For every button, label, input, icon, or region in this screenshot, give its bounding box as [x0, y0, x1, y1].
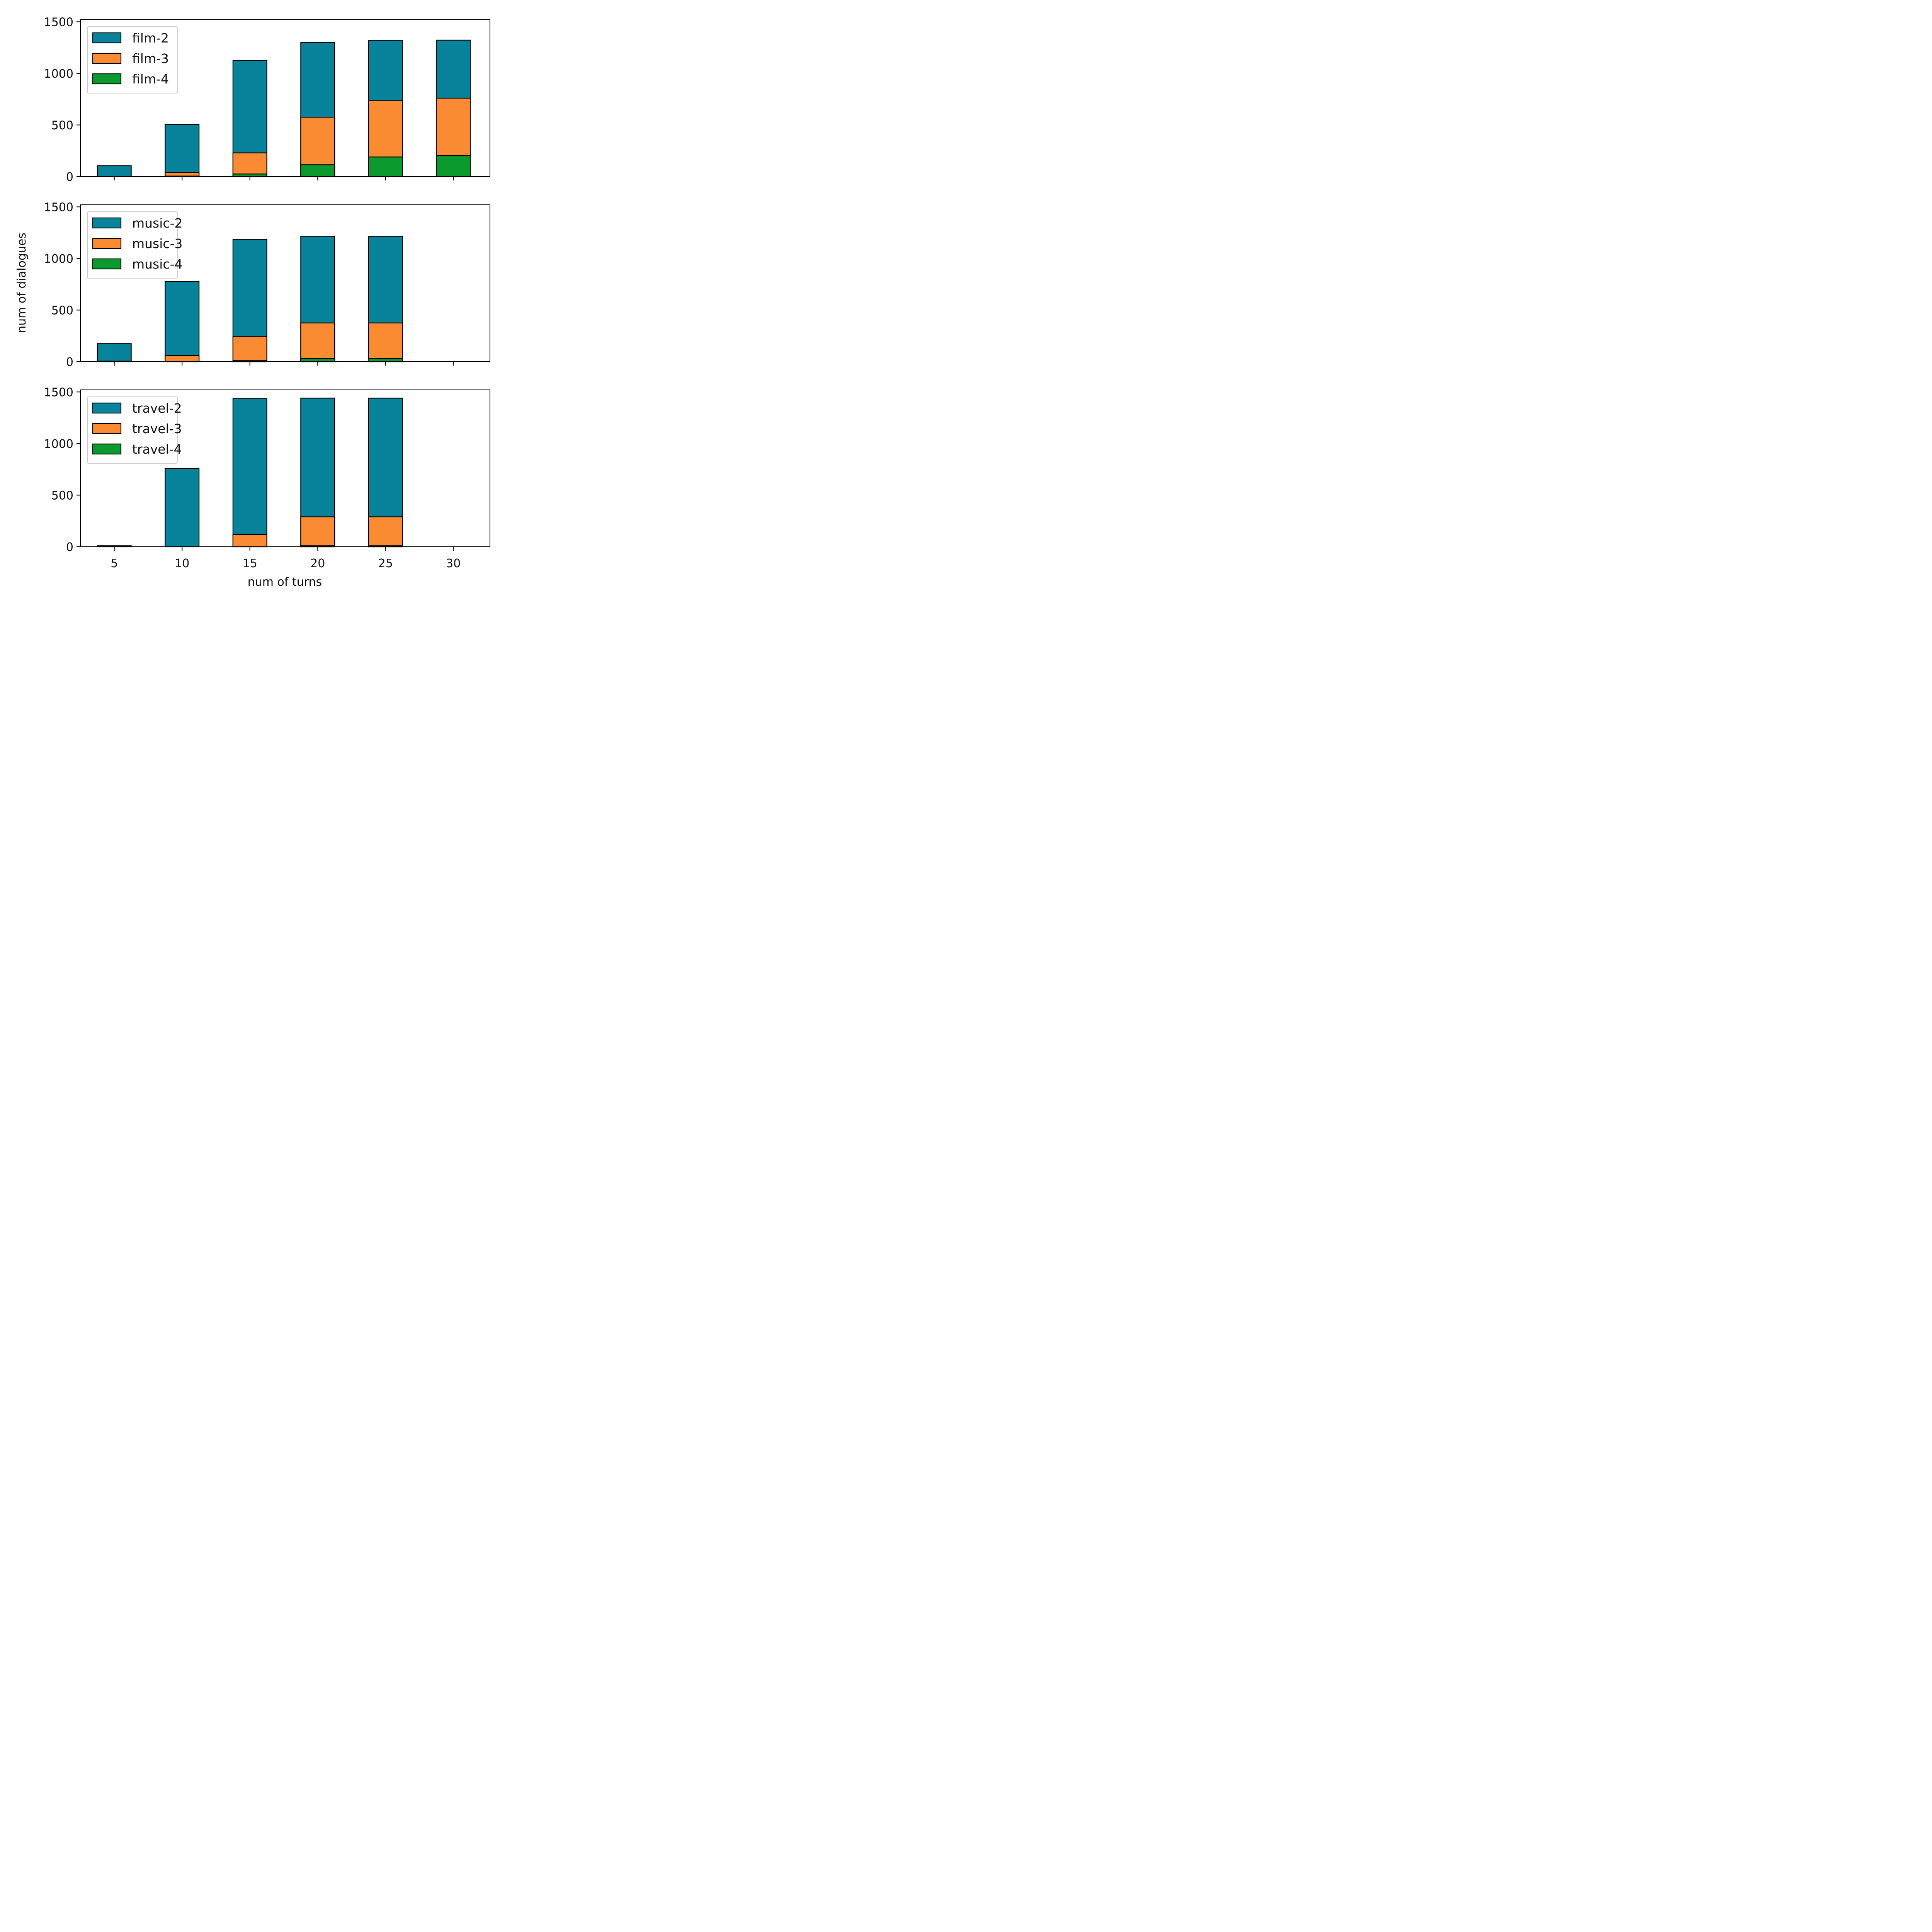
- bar-travel-3-25: [368, 516, 403, 548]
- legend-label-music-2: music-2: [132, 216, 182, 231]
- bar-music-3-25: [368, 322, 403, 362]
- y-tick-label: 500: [51, 489, 73, 502]
- legend-label-travel-2: travel-2: [132, 401, 182, 416]
- x-tick-label: 25: [378, 557, 393, 570]
- bar-music-3-15: [232, 336, 267, 362]
- y-tick-label: 0: [66, 541, 73, 554]
- y-tick-label: 0: [66, 355, 73, 369]
- legend-label-travel-4: travel-4: [132, 442, 182, 457]
- y-tick-label: 500: [51, 304, 73, 317]
- axes-frame: [80, 204, 490, 362]
- legend-swatch-travel-2: [92, 402, 122, 414]
- y-tick-label: 1500: [44, 386, 73, 399]
- legend-swatch-travel-4: [92, 443, 122, 455]
- y-tick-label: 1000: [44, 437, 73, 451]
- legend: music-2 music-3 music-4: [87, 211, 182, 279]
- bar-travel-2-15: [232, 398, 267, 548]
- x-tick-label: 15: [243, 557, 257, 570]
- bar-music-2-10: [165, 281, 200, 362]
- axes-frame: [80, 389, 490, 547]
- chart-panels: 0 500 1000 1500 film-2 film-3 film-4 0 500 1000 15…: [44, 15, 490, 570]
- x-axis-label: num of turns: [248, 575, 322, 589]
- bar-travel-3-20: [300, 516, 335, 548]
- chart-figure: 0 500 1000 1500 film-2 film-3 film-4 0 500 1000 15…: [15, 15, 490, 589]
- x-tick-label: 5: [111, 557, 118, 570]
- bar-film-4-20: [300, 164, 335, 177]
- legend-label-music-3: music-3: [132, 236, 182, 251]
- legend-label-music-4: music-4: [132, 257, 182, 272]
- legend-swatch-film-4: [92, 73, 122, 85]
- bar-film-2-10: [165, 124, 200, 177]
- legend-label-film-3: film-3: [132, 51, 169, 66]
- legend: film-2 film-3 film-4: [87, 26, 178, 94]
- legend-swatch-travel-3: [92, 423, 122, 434]
- y-tick-label: 500: [51, 119, 73, 132]
- bar-travel-3-15: [232, 534, 267, 548]
- legend-swatch-music-2: [92, 217, 122, 229]
- y-tick-label: 1500: [44, 201, 73, 214]
- legend-swatch-music-3: [92, 238, 122, 249]
- axes-frame: [80, 19, 490, 177]
- legend-label-film-2: film-2: [132, 31, 169, 46]
- y-tick-label: 0: [66, 170, 73, 184]
- legend-label-travel-3: travel-3: [132, 421, 182, 436]
- x-tick-label: 20: [310, 557, 325, 570]
- bar-music-4-20: [300, 358, 335, 362]
- y-tick-label: 1000: [44, 67, 73, 81]
- y-axis-label: num of dialogues: [15, 233, 29, 333]
- bar-film-2-5: [97, 165, 132, 177]
- bar-music-3-10: [165, 355, 200, 362]
- legend-label-film-4: film-4: [132, 71, 169, 87]
- x-tick-label: 30: [446, 557, 461, 570]
- y-tick-label: 1500: [44, 15, 73, 29]
- bar-travel-2-10: [165, 468, 200, 548]
- bar-film-4-30: [436, 155, 471, 177]
- bar-music-3-20: [300, 322, 335, 362]
- legend: travel-2 travel-3 travel-4: [87, 396, 182, 464]
- legend-swatch-music-4: [92, 258, 122, 270]
- y-tick-label: 1000: [44, 252, 73, 266]
- bar-music-4-25: [368, 358, 403, 362]
- bar-film-3-15: [232, 152, 267, 177]
- panel-2: 0 500 1000 1500 music-2 music-3 music-4: [44, 201, 490, 369]
- legend-swatch-film-2: [92, 32, 122, 44]
- x-tick-label: 10: [175, 557, 189, 570]
- bar-music-2-5: [97, 343, 132, 362]
- bar-film-4-15: [232, 173, 267, 177]
- panel-1: 0 500 1000 1500 film-2 film-3 film-4: [44, 15, 490, 184]
- legend-swatch-film-3: [92, 53, 122, 64]
- bar-film-4-25: [368, 156, 403, 177]
